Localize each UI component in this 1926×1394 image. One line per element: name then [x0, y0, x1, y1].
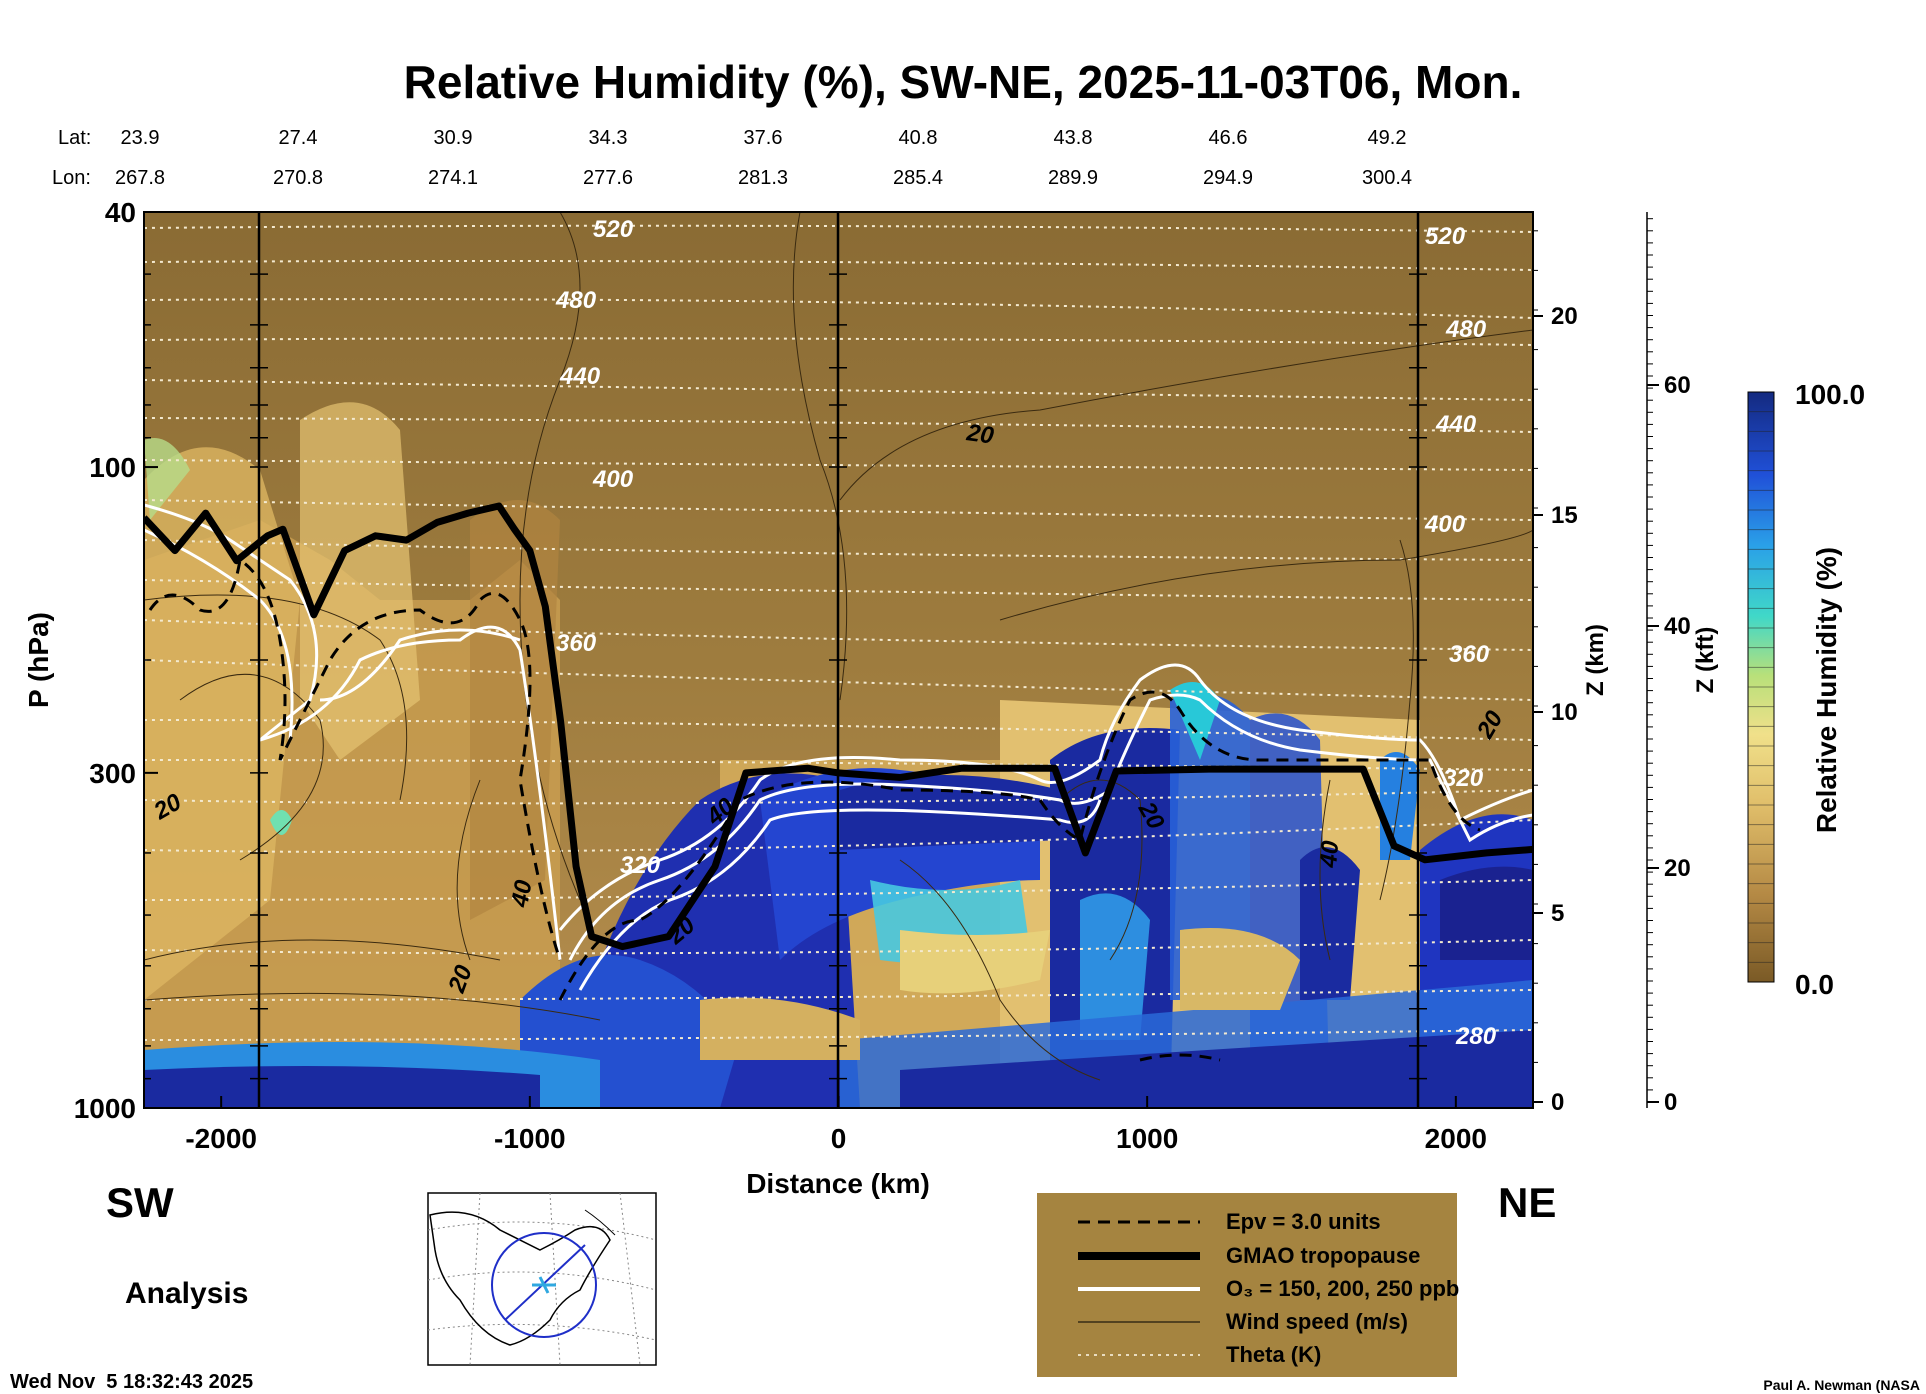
- theta-label: 320: [1443, 765, 1484, 792]
- colorbar-min-label: 0.0: [1795, 969, 1834, 1000]
- theta-contours: [144, 224, 1533, 1041]
- timestamp: Wed Nov 5 18:32:43 2025: [10, 1371, 253, 1393]
- gmao-tropopause-line: [144, 502, 1533, 951]
- y-tick-label: 100: [89, 452, 136, 483]
- x-tick-label: 1000: [1116, 1123, 1178, 1154]
- z-kft-tick-label: 40: [1664, 613, 1691, 640]
- theta-label: 320: [620, 852, 661, 879]
- location-map-inset: [427, 1192, 657, 1366]
- theta-label: 520: [1425, 223, 1466, 250]
- lat-value: 23.9: [121, 127, 160, 149]
- theta-labels: 520 480 440 400 360 320 280 520 480 440 …: [555, 216, 1497, 1050]
- y-tick-label: 300: [89, 758, 136, 789]
- z-km-tick-label: 20: [1551, 303, 1578, 330]
- lat-lon-values: 23.9 27.4 30.9 34.3 37.6 40.8 43.8 46.6 49.2 267.…: [115, 127, 1412, 189]
- theta-label: 400: [592, 466, 634, 493]
- theta-label: 480: [1445, 316, 1487, 343]
- z-km-tick-label: 5: [1551, 900, 1564, 927]
- humidity-field: [144, 212, 1533, 1108]
- legend-item: Wind speed (m/s): [1226, 1309, 1408, 1334]
- lon-value: 294.9: [1203, 167, 1253, 189]
- lon-value: 277.6: [583, 167, 633, 189]
- lon-value: 285.4: [893, 167, 943, 189]
- y-axis-z-kft: 0 20 40 60: [1646, 212, 1691, 1116]
- theta-label: 440: [1435, 411, 1477, 438]
- theta-label: 440: [559, 363, 601, 390]
- y-axis-z-km: 0 5 10 15 20: [1533, 230, 1578, 1116]
- wind-label: 20: [964, 419, 996, 450]
- lat-value: 43.8: [1054, 127, 1093, 149]
- y-tick-label: 1000: [74, 1093, 136, 1124]
- y-tick-label: 40: [105, 197, 136, 228]
- x-tick-label: 0: [831, 1123, 847, 1154]
- legend-item: O₃ = 150, 200, 250 ppb: [1226, 1276, 1459, 1301]
- legend: Epv = 3.0 units GMAO tropopause O₃ = 150…: [1037, 1193, 1459, 1377]
- z-km-label: Z (km): [1582, 624, 1609, 696]
- z-kft-tick-label: 60: [1664, 372, 1691, 399]
- lat-value: 27.4: [279, 127, 318, 149]
- lat-value: 40.8: [899, 127, 938, 149]
- lon-value: 274.1: [428, 167, 478, 189]
- theta-label: 280: [1455, 1023, 1497, 1050]
- legend-item: GMAO tropopause: [1226, 1243, 1420, 1268]
- theta-label: 360: [556, 630, 597, 657]
- x-axis-label: Distance (km): [746, 1168, 930, 1199]
- x-tick-label: 2000: [1425, 1123, 1487, 1154]
- z-km-tick-label: 10: [1551, 699, 1578, 726]
- x-axis: -2000 -1000 0 1000 2000: [185, 1096, 1487, 1154]
- lat-value: 46.6: [1209, 127, 1248, 149]
- colorbar-title: Relative Humidity (%): [1811, 547, 1842, 833]
- wind-label: 40: [1315, 839, 1344, 870]
- legend-item: Epv = 3.0 units: [1226, 1209, 1381, 1234]
- wind-label: 40: [506, 877, 538, 910]
- epv-contours: [148, 557, 1481, 1062]
- z-kft-label: Z (kft): [1692, 627, 1719, 694]
- z-km-tick-label: 15: [1551, 502, 1578, 529]
- lon-value: 267.8: [115, 167, 165, 189]
- lon-label: Lon:: [52, 167, 91, 189]
- lon-value: 289.9: [1048, 167, 1098, 189]
- y-axis-label: P (hPa): [23, 612, 54, 708]
- colorbar-max-label: 100.0: [1795, 379, 1865, 410]
- z-km-tick-label: 0: [1551, 1089, 1564, 1116]
- theta-label: 400: [1424, 511, 1466, 538]
- credit: Paul A. Newman (NASA: [1763, 1377, 1920, 1393]
- z-kft-tick-label: 20: [1664, 855, 1691, 882]
- lon-value: 300.4: [1362, 167, 1412, 189]
- lat-value: 37.6: [744, 127, 783, 149]
- y-axis-pressure: 40 100 300 1000: [74, 197, 158, 1124]
- z-kft-tick-label: 0: [1664, 1089, 1677, 1116]
- ne-label: NE: [1498, 1179, 1556, 1226]
- lon-value: 281.3: [738, 167, 788, 189]
- wind-speed-contours: [144, 212, 1533, 1081]
- lat-label: Lat:: [58, 127, 91, 149]
- analysis-label: Analysis: [125, 1277, 248, 1310]
- theta-label: 520: [593, 216, 634, 243]
- lon-value: 270.8: [273, 167, 323, 189]
- sw-label: SW: [106, 1179, 174, 1226]
- theta-label: 360: [1449, 641, 1490, 668]
- lat-value: 34.3: [589, 127, 628, 149]
- lat-value: 49.2: [1368, 127, 1407, 149]
- lat-value: 30.9: [434, 127, 473, 149]
- x-tick-label: -1000: [494, 1123, 566, 1154]
- theta-label: 480: [555, 287, 597, 314]
- chart-title: Relative Humidity (%), SW-NE, 2025-11-03…: [404, 56, 1523, 108]
- x-tick-label: -2000: [185, 1123, 257, 1154]
- legend-item: Theta (K): [1226, 1342, 1321, 1367]
